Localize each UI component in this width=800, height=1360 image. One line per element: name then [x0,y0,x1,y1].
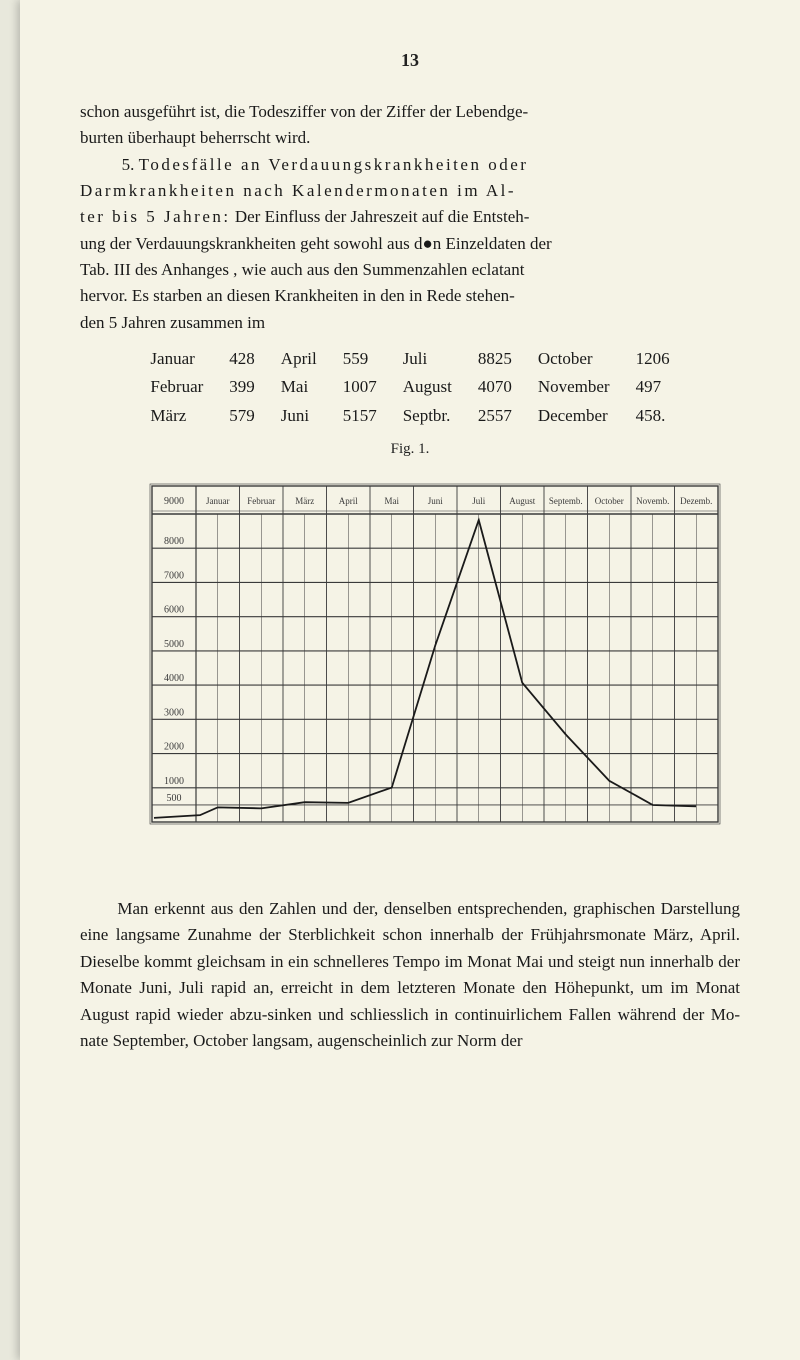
svg-text:Novemb.: Novemb. [636,496,669,506]
svg-text:Februar: Februar [247,496,275,506]
table-cell: 1007 [331,374,389,400]
table-cell: 2557 [466,403,524,429]
svg-text:9000: 9000 [164,496,184,507]
table-cell: August [391,374,464,400]
p1-l7: hervor. Es starben an diesen Krankheiten… [80,286,515,305]
p1-l4a: Darmkrankheiten nach Kalendermonaten im … [80,181,516,200]
table-cell: 458. [624,403,682,429]
paragraph-2: Man erkennt aus den Zahlen und der, dens… [80,896,740,1054]
table-row: Februar399Mai1007August4070November497 [138,374,681,400]
p1-l6: Tab. III des Anhanges , wie auch aus den… [80,260,524,279]
table-cell: Mai [269,374,329,400]
month-value-table: Januar428April559Juli8825October1206Febr… [136,344,683,431]
svg-text:April: April [339,496,358,506]
table-row: Januar428April559Juli8825October1206 [138,346,681,372]
table-cell: 399 [217,374,267,400]
chart-container: 9000 8000 7000 6000 5000 4000 3000 2000 1000 500 J… [80,466,740,876]
svg-text:August: August [509,496,536,506]
table-cell: März [138,403,215,429]
paragraph-1: schon ausgeführt ist, die Todesziffer vo… [80,99,740,336]
svg-text:October: October [595,496,624,506]
table-cell: April [269,346,329,372]
svg-text:500: 500 [167,793,182,804]
table-cell: Januar [138,346,215,372]
table-cell: 497 [624,374,682,400]
line-chart: 9000 8000 7000 6000 5000 4000 3000 2000 1000 500 J… [90,466,730,876]
table-cell: November [526,374,622,400]
svg-text:Mai: Mai [385,496,400,506]
table-cell: Juni [269,403,329,429]
svg-text:Dezemb.: Dezemb. [680,496,712,506]
svg-text:Juni: Juni [428,496,444,506]
p1-l8: den 5 Jahren zusammen im [80,313,265,332]
svg-text:7000: 7000 [164,571,184,582]
table-cell: 4070 [466,374,524,400]
table-cell: Septbr. [391,403,464,429]
table-row: März579Juni5157Septbr.2557December458. [138,403,681,429]
p1-l2: burten überhaupt beherrscht wird. [80,128,310,147]
table-cell: 8825 [466,346,524,372]
page-number: 13 [80,50,740,71]
svg-text:Juli: Juli [472,496,486,506]
table-cell: October [526,346,622,372]
svg-text:Septemb.: Septemb. [549,496,583,506]
svg-text:6000: 6000 [164,605,184,616]
table-cell: 428 [217,346,267,372]
p1-l4c: Der Einfluss der Jahreszeit auf die Ents… [235,207,530,226]
svg-text:Januar: Januar [206,496,230,506]
p1-l3a: 5. [122,155,139,174]
svg-text:1000: 1000 [164,776,184,787]
svg-text:5000: 5000 [164,639,184,650]
table-cell: 579 [217,403,267,429]
svg-text:3000: 3000 [164,707,184,718]
table-cell: 559 [331,346,389,372]
p1-l1: schon ausgeführt ist, die Todesziffer vo… [80,102,528,121]
table-cell: 1206 [624,346,682,372]
svg-text:März: März [295,496,314,506]
p1-l4b: ter bis 5 Jahren: [80,207,231,226]
table-cell: Februar [138,374,215,400]
table-cell: 5157 [331,403,389,429]
figure-caption: Fig. 1. [80,441,740,458]
p1-l5: ung der Verdauungskrankheiten geht sowoh… [80,234,552,253]
svg-text:2000: 2000 [164,742,184,753]
svg-text:8000: 8000 [164,536,184,547]
table-cell: December [526,403,622,429]
table-cell: Juli [391,346,464,372]
scanned-page: 13 schon ausgeführt ist, die Todesziffer… [20,0,800,1360]
p1-l3b: Todesfälle an Verdauungskrankheiten oder [139,155,529,174]
svg-text:4000: 4000 [164,673,184,684]
